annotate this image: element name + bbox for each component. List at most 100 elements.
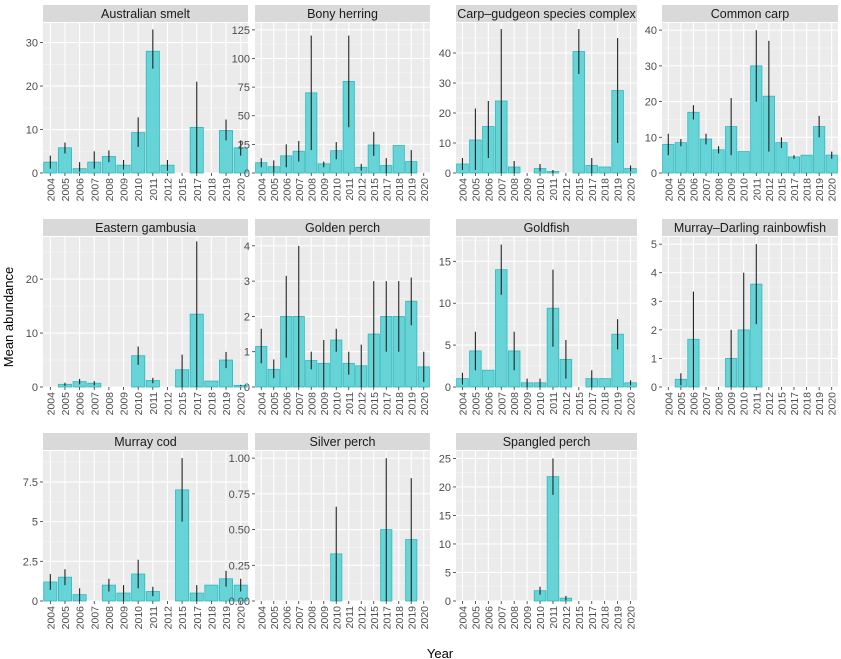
x-tick-label: 2011 [751, 178, 763, 201]
x-tick-label: 2017 [381, 178, 393, 202]
x-tick-label: 2004 [256, 178, 268, 202]
x-tick-label: 2005 [676, 178, 688, 202]
x-tick-label: 2012 [561, 178, 573, 202]
facet-panel: Common carp 0 10 20 30 40 2004 2005 2006 2007 2008… [645, 5, 839, 201]
bar [482, 369, 495, 388]
facet-title: Bony herring [307, 7, 378, 21]
x-tick-label: 2009 [319, 178, 331, 202]
y-tick-label: 0 [651, 168, 657, 180]
x-tick-label: 2018 [206, 606, 218, 630]
x-tick-label: 2008 [306, 178, 318, 202]
y-tick-label: 10 [26, 125, 38, 137]
x-tick-label: 2005 [60, 606, 72, 630]
x-tick-label: 2015 [574, 392, 586, 416]
x-tick-label: 2008 [306, 606, 318, 630]
y-tick-label: 25 [439, 453, 451, 465]
facet-panel: Carp–gudgeon species complex 0 10 20 30 40 200… [439, 5, 638, 201]
x-tick-label: 2007 [701, 392, 713, 416]
y-tick-label: 30 [26, 38, 38, 50]
x-tick-label: 2006 [483, 392, 495, 416]
x-tick-label: 2018 [206, 392, 218, 416]
x-tick-label: 2010 [331, 606, 343, 630]
y-tick-label: 0 [445, 596, 451, 608]
facet-title: Silver perch [310, 435, 376, 449]
x-tick-label: 2019 [406, 392, 418, 416]
x-tick-label: 2010 [331, 178, 343, 202]
y-tick-label: 15 [439, 510, 451, 522]
facet-title: Murray cod [114, 435, 177, 449]
x-tick-label: 2015 [177, 606, 189, 630]
x-tick-label: 2004 [663, 178, 675, 202]
x-tick-label: 2007 [496, 392, 508, 416]
x-tick-label: 2010 [133, 606, 145, 630]
panel-background [43, 451, 248, 601]
x-tick-label: 2008 [509, 392, 521, 416]
y-tick-label: 1 [651, 353, 657, 365]
x-tick-label: 2015 [574, 606, 586, 630]
x-tick-label: 2019 [406, 606, 418, 630]
x-tick-label: 2019 [406, 178, 418, 202]
facet-title: Eastern gambusia [95, 221, 196, 235]
y-tick-label: 10 [439, 539, 451, 551]
x-tick-label: 2015 [369, 392, 381, 416]
x-tick-label: 2015 [369, 606, 381, 630]
y-tick-label: 0.50 [229, 525, 250, 537]
x-tick-label: 2018 [600, 178, 612, 202]
x-tick-label: 2008 [714, 392, 726, 416]
x-tick-label: 2006 [281, 178, 293, 202]
x-tick-label: 2005 [60, 178, 72, 202]
x-tick-label: 2017 [192, 178, 204, 202]
x-tick-label: 2019 [814, 178, 826, 202]
x-tick-label: 2010 [133, 392, 145, 416]
x-tick-label: 2009 [522, 392, 534, 416]
x-tick-label: 2009 [726, 392, 738, 416]
x-tick-label: 2005 [60, 392, 72, 416]
y-tick-label: 30 [645, 61, 657, 73]
y-tick-label: 3 [651, 296, 657, 308]
bar [598, 378, 611, 388]
x-tick-label: 2011 [548, 178, 560, 201]
x-tick-label: 2019 [613, 178, 625, 202]
x-tick-label: 2011 [548, 392, 560, 415]
x-tick-label: 2017 [192, 392, 204, 416]
y-tick-label: 0.00 [229, 596, 250, 608]
y-tick-label: 100 [232, 53, 250, 65]
y-tick-label: 4 [244, 241, 250, 253]
x-tick-label: 2004 [256, 392, 268, 416]
y-tick-label: 125 [232, 25, 250, 37]
facet-strip [255, 433, 430, 450]
y-tick-label: 0.25 [229, 560, 250, 572]
facet-title: Carp–gudgeon species complex [457, 7, 636, 21]
y-tick-label: 10 [645, 132, 657, 144]
y-tick-label: 50 [238, 111, 250, 123]
facet-strip [43, 433, 248, 450]
x-tick-label: 2015 [369, 178, 381, 202]
y-tick-label: 5 [445, 567, 451, 579]
x-tick-label: 2012 [356, 392, 368, 416]
x-tick-label: 2006 [75, 392, 87, 416]
x-tick-label: 2012 [561, 606, 573, 630]
x-tick-label: 2007 [89, 606, 101, 630]
x-tick-label: 2009 [726, 178, 738, 202]
x-tick-label: 2012 [356, 606, 368, 630]
facet-panel: Murray–Darling rainbowfish 0 1 2 3 4 5 2004 2005… [651, 219, 839, 415]
x-tick-label: 2020 [236, 392, 248, 416]
facet-strip [662, 5, 838, 22]
x-tick-label: 2019 [221, 178, 233, 202]
x-tick-label: 2020 [626, 392, 638, 416]
y-tick-label: 20 [439, 108, 451, 120]
y-tick-label: 1 [244, 347, 250, 359]
x-tick-label: 2017 [587, 606, 599, 630]
x-tick-label: 2006 [75, 178, 87, 202]
x-tick-label: 2010 [535, 178, 547, 202]
y-tick-label: 0 [651, 382, 657, 394]
y-tick-label: 10 [439, 298, 451, 310]
facet-title: Australian smelt [101, 7, 190, 21]
x-tick-label: 2005 [470, 392, 482, 416]
x-tick-label: 2020 [827, 178, 839, 202]
x-tick-label: 2009 [119, 392, 131, 416]
facet-title: Goldfish [524, 221, 570, 235]
x-tick-label: 2015 [776, 178, 788, 202]
x-tick-label: 2006 [75, 606, 87, 630]
y-tick-label: 0 [244, 168, 250, 180]
